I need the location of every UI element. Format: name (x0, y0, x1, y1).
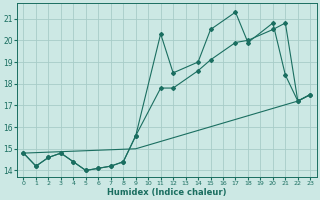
X-axis label: Humidex (Indice chaleur): Humidex (Indice chaleur) (107, 188, 227, 197)
